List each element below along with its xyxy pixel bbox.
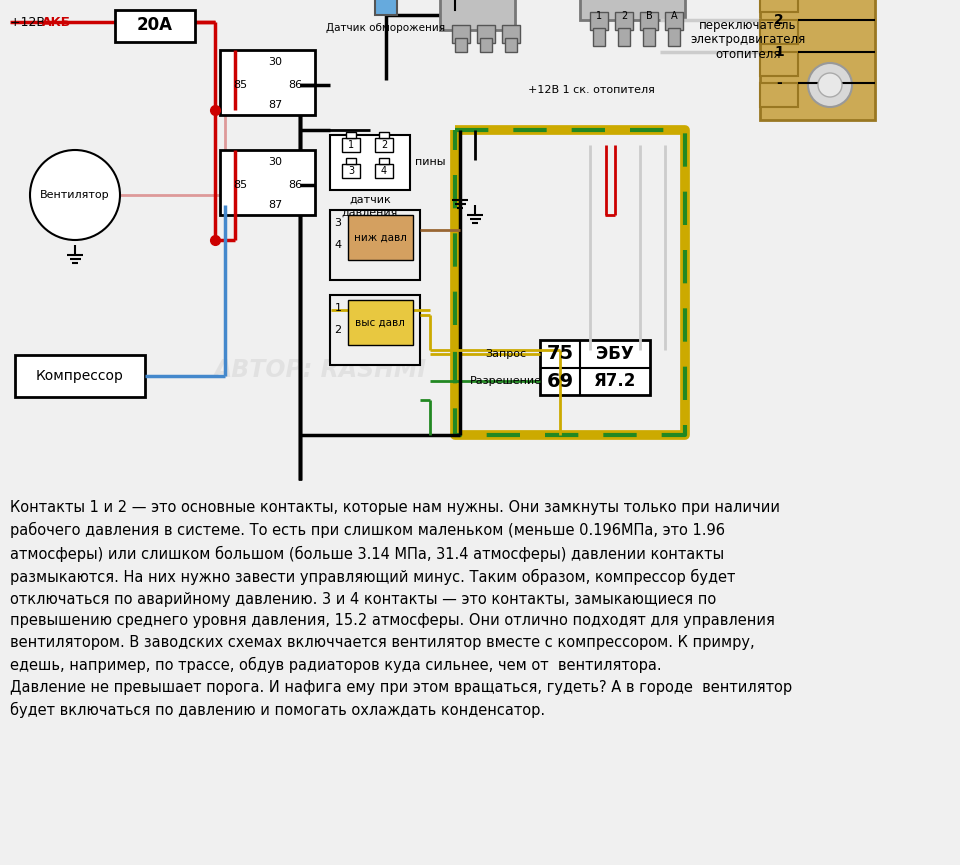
Text: 30: 30	[268, 157, 282, 167]
Text: 2: 2	[621, 11, 627, 21]
Circle shape	[818, 73, 842, 97]
Text: -: -	[776, 76, 781, 90]
Bar	[640, 12, 658, 30]
Text: A: A	[671, 11, 678, 21]
Bar	[668, 28, 680, 46]
Bar	[480, 38, 492, 52]
Bar	[505, 38, 517, 52]
Text: 3: 3	[334, 218, 342, 228]
Bar	[593, 28, 605, 46]
Text: Я7.2: Я7.2	[594, 372, 636, 390]
Text: отопителя: отопителя	[715, 48, 780, 61]
Text: давления: давления	[342, 208, 398, 218]
Bar	[760, 52, 798, 76]
Text: 69: 69	[546, 372, 573, 391]
Text: Компрессор: Компрессор	[36, 369, 124, 383]
Bar	[760, 20, 798, 44]
Text: АКБ: АКБ	[42, 16, 71, 29]
Bar	[760, 83, 798, 107]
Text: 85: 85	[233, 80, 247, 90]
Text: B: B	[646, 11, 653, 21]
Text: 4: 4	[334, 240, 342, 250]
Bar	[615, 12, 633, 30]
Text: 1: 1	[774, 45, 784, 59]
Text: пины: пины	[415, 157, 445, 167]
Bar	[760, 0, 798, 12]
Text: 2: 2	[334, 325, 342, 335]
Bar	[330, 135, 410, 190]
Bar	[115, 10, 195, 42]
Bar	[375, 138, 393, 152]
Text: 87: 87	[268, 100, 282, 110]
Bar	[220, 150, 315, 215]
Text: Вентилятор: Вентилятор	[40, 190, 109, 200]
Text: 2: 2	[381, 140, 387, 150]
Bar	[330, 295, 420, 365]
Bar	[455, 38, 467, 52]
Bar	[220, 50, 315, 115]
Bar	[348, 300, 413, 345]
Bar	[440, 0, 515, 30]
Bar	[590, 12, 608, 30]
Text: 3: 3	[348, 166, 354, 176]
Bar	[375, 0, 397, 15]
Text: 75: 75	[546, 344, 573, 363]
Text: Контакты 1 и 2 — это основные контакты, которые нам нужны. Они замкнуты только п: Контакты 1 и 2 — это основные контакты, …	[10, 500, 792, 718]
Text: переключатель: переключатель	[699, 18, 797, 31]
Circle shape	[808, 63, 852, 107]
Text: 86: 86	[288, 180, 302, 190]
Text: 4: 4	[381, 166, 387, 176]
Bar	[375, 164, 393, 178]
Text: 30: 30	[268, 57, 282, 67]
Bar	[540, 340, 650, 395]
Text: 85: 85	[233, 180, 247, 190]
Bar	[342, 164, 360, 178]
Text: датчик: датчик	[349, 195, 391, 205]
Circle shape	[30, 150, 120, 240]
Text: 20А: 20А	[137, 16, 173, 34]
Bar	[342, 138, 360, 152]
Text: 1: 1	[596, 11, 602, 21]
Bar	[452, 25, 470, 43]
Bar	[643, 28, 655, 46]
Bar	[346, 158, 356, 164]
Text: 1: 1	[348, 140, 354, 150]
Text: Разрешение: Разрешение	[470, 376, 542, 387]
Bar	[15, 355, 145, 397]
Text: АВТОР: RASHMI: АВТОР: RASHMI	[213, 358, 426, 382]
Text: выс давл: выс давл	[355, 318, 405, 328]
Circle shape	[798, 53, 862, 117]
Text: электродвигателя: электродвигателя	[690, 34, 805, 47]
Text: 87: 87	[268, 200, 282, 210]
Bar	[379, 132, 389, 138]
Bar	[665, 12, 683, 30]
Text: ниж давл: ниж давл	[353, 233, 406, 243]
Text: +12В 1 ск. отопителя: +12В 1 ск. отопителя	[528, 85, 655, 95]
Text: 86: 86	[288, 80, 302, 90]
Bar	[760, 0, 875, 120]
Bar	[580, 0, 685, 20]
Text: Запрос: Запрос	[485, 349, 526, 359]
Text: 1: 1	[334, 303, 342, 313]
Text: +12В: +12В	[10, 16, 49, 29]
Text: 2: 2	[774, 13, 784, 27]
Text: Датчик обморожения: Датчик обморожения	[326, 23, 445, 33]
Bar	[618, 28, 630, 46]
Bar	[379, 158, 389, 164]
Bar	[346, 132, 356, 138]
Bar	[330, 210, 420, 280]
Bar	[502, 25, 520, 43]
Bar	[348, 215, 413, 260]
Bar	[477, 25, 495, 43]
Text: ЭБУ: ЭБУ	[596, 345, 634, 362]
